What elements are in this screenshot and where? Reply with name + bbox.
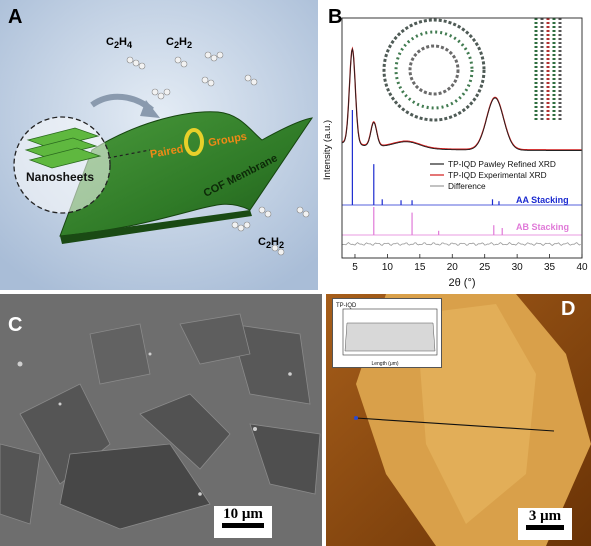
x-tick-label-30: 30 xyxy=(512,262,524,273)
x-tick-label-10: 10 xyxy=(382,262,394,273)
x-axis-label: 2θ (°) xyxy=(448,277,475,289)
cof-membrane xyxy=(59,111,314,237)
panel-d-label: D xyxy=(561,298,576,320)
legend-label-difference: Difference xyxy=(448,181,486,191)
legend-label-pawley: TP-IQD Pawley Refined XRD xyxy=(448,159,556,169)
series-line-difference xyxy=(341,241,581,247)
nanosheets-stack xyxy=(24,127,102,169)
height-profile-inset: TP-IQD Length (μm) xyxy=(332,298,442,368)
nanosheets-label: Nanosheets xyxy=(26,170,95,184)
aa-stacking-label: AA Stacking xyxy=(516,195,569,205)
y-axis-label: Intensity (a.u.) xyxy=(322,120,333,180)
plot-frame xyxy=(341,17,583,259)
x-tick-label-20: 20 xyxy=(447,262,459,273)
panel-a-graphic xyxy=(0,0,318,290)
panel-c-label: C xyxy=(8,314,23,336)
x-tick-label-40: 40 xyxy=(576,262,588,273)
panel-b-xrd: 5 10 15 20 25 30 35 40 TP-IQD Pawley Refined XR… xyxy=(318,0,591,290)
scale-bar-c-text: 10 μm xyxy=(223,506,263,522)
molecule-label-c2h2: C2H2 xyxy=(166,36,193,51)
height-profile-line xyxy=(355,417,555,432)
series-line-tp-iqd-experimental-xrd xyxy=(341,46,582,151)
inset-title: TP-IQD xyxy=(336,303,357,309)
panel-c-sem-image: C 10 μm xyxy=(0,294,322,546)
sem-micrograph xyxy=(0,294,322,546)
paired-groups-ring xyxy=(184,128,204,156)
inset-x-label: Length (μm) xyxy=(371,361,398,367)
x-tick-label-15: 15 xyxy=(414,262,426,273)
crystal-structure-pore xyxy=(382,18,486,122)
molecule-label-c2h2-bottom: C2H2 xyxy=(258,236,285,251)
molecule-label-c2h4: C2H4 xyxy=(106,36,133,51)
panel-d-afm-image: TP-IQD Length (μm) D 3 μm xyxy=(326,294,591,546)
panel-a-label: A xyxy=(8,6,23,28)
scale-bar-d-text: 3 μm xyxy=(528,508,562,524)
scale-bar-c: 10 μm xyxy=(214,506,272,538)
gas-molecules xyxy=(126,51,310,256)
ab-stacking-label: AB Stacking xyxy=(516,222,569,232)
crystal-structure-stack xyxy=(534,18,562,120)
x-tick-label-5: 5 xyxy=(352,262,358,273)
scale-bar-d: 3 μm xyxy=(518,508,572,540)
legend-label-experimental: TP-IQD Experimental XRD xyxy=(448,170,547,180)
panel-a-schematic: A C2H4 C2H2 C2H2 Nanosheets Paired Group… xyxy=(0,0,318,290)
panel-b-label: B xyxy=(328,6,343,28)
x-tick-label-35: 35 xyxy=(544,262,556,273)
series-line-tp-iqd-pawley-refined-xrd xyxy=(341,47,582,151)
xrd-chart: 5 10 15 20 25 30 35 40 TP-IQD Pawley Refined XR… xyxy=(322,17,588,289)
x-tick-label-25: 25 xyxy=(479,262,491,273)
height-profile-plot: TP-IQD Length (μm) xyxy=(336,303,438,367)
